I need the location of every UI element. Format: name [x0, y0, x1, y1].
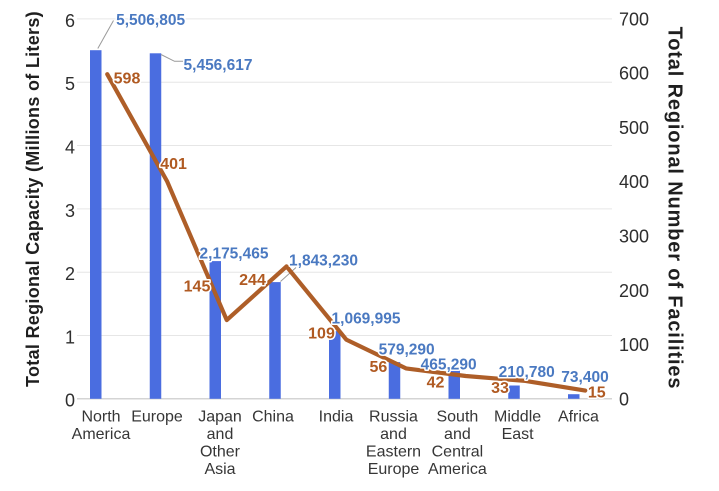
svg-text:500: 500 [619, 118, 649, 138]
svg-text:200: 200 [619, 281, 649, 301]
svg-text:42: 42 [427, 374, 445, 391]
svg-text:401: 401 [160, 156, 187, 173]
svg-text:600: 600 [619, 64, 649, 84]
svg-text:73,400: 73,400 [561, 369, 608, 386]
svg-text:700: 700 [619, 9, 649, 29]
svg-text:145: 145 [184, 278, 211, 295]
svg-text:400: 400 [619, 172, 649, 192]
svg-text:5,506,805: 5,506,805 [116, 12, 185, 29]
svg-text:244: 244 [239, 272, 266, 289]
svg-text:0: 0 [65, 391, 75, 411]
svg-text:100: 100 [619, 335, 649, 355]
svg-text:Total Regional Number of Facil: Total Regional Number of Facilities [664, 27, 686, 390]
svg-text:Europe: Europe [131, 409, 183, 426]
svg-text:465,290: 465,290 [421, 357, 477, 374]
svg-text:109: 109 [308, 325, 335, 342]
svg-text:4: 4 [65, 138, 75, 158]
svg-text:India: India [319, 409, 354, 426]
svg-text:5,456,617: 5,456,617 [184, 57, 253, 74]
svg-text:5: 5 [65, 74, 75, 94]
svg-text:0: 0 [619, 389, 629, 409]
svg-text:15: 15 [588, 385, 606, 402]
svg-text:33: 33 [491, 380, 509, 397]
svg-text:Africa: Africa [558, 409, 599, 426]
svg-text:1: 1 [65, 328, 75, 348]
svg-text:China: China [252, 409, 294, 426]
svg-text:1,069,995: 1,069,995 [332, 310, 401, 327]
svg-text:598: 598 [114, 70, 141, 87]
svg-text:1,843,230: 1,843,230 [289, 252, 358, 269]
svg-text:3: 3 [65, 201, 75, 221]
svg-text:300: 300 [619, 227, 649, 247]
svg-text:6: 6 [65, 11, 75, 31]
svg-text:56: 56 [370, 359, 388, 376]
svg-text:Total Regional Capacity (Milli: Total Regional Capacity (Millions of Lit… [23, 11, 43, 387]
svg-text:579,290: 579,290 [379, 341, 435, 358]
svg-text:2: 2 [65, 264, 75, 284]
svg-text:2,175,465: 2,175,465 [200, 246, 269, 263]
svg-text:210,780: 210,780 [499, 364, 555, 381]
